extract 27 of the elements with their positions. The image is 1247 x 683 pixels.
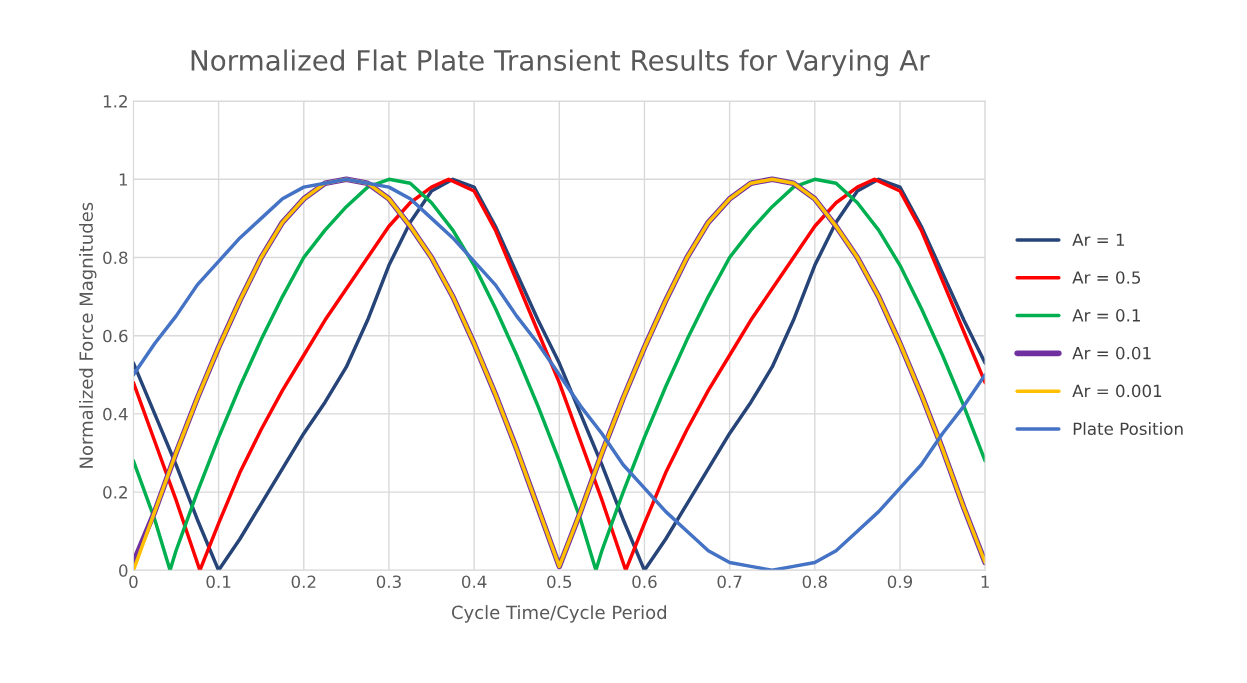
x-tick-label: 1 — [981, 575, 989, 588]
x-tick-label: 0.2 — [291, 575, 316, 589]
x-tick-label: 0.1 — [206, 575, 231, 589]
y-axis-title: Normalized Force Magnitudes — [79, 202, 97, 468]
x-tick-label: 0 — [129, 575, 138, 589]
x-tick-label: 0.5 — [547, 575, 572, 589]
y-tick-label: 1.2 — [103, 95, 127, 108]
y-tick-label: 0.4 — [103, 407, 128, 421]
x-axis-title: Cycle Time/Cycle Period — [451, 605, 666, 623]
x-tick-label: 0.3 — [376, 575, 401, 589]
legend-label: Ar = 0.5 — [1072, 271, 1141, 284]
y-tick-label: 1 — [119, 173, 128, 186]
legend-label: Plate Position — [1073, 422, 1183, 436]
x-tick-label: 0.4 — [461, 575, 487, 589]
legend-label: Ar = 1 — [1072, 233, 1125, 246]
y-tick-label: 0.6 — [103, 329, 128, 343]
y-tick-label: 0.2 — [103, 486, 127, 499]
legend-label: Ar = 0.001 — [1072, 384, 1162, 398]
y-tick-label: 0 — [119, 564, 128, 577]
y-tick-label: 0.8 — [103, 251, 128, 265]
x-tick-label: 0.7 — [717, 575, 742, 589]
chart-title: Normalized Flat Plate Transient Results for Varying Ar — [191, 49, 930, 77]
x-tick-label: 0.6 — [632, 575, 657, 589]
x-tick-label: 0.9 — [887, 575, 913, 589]
x-tick-label: 0.8 — [802, 575, 827, 589]
legend-label: Ar = 0.1 — [1072, 309, 1140, 322]
legend-label: Ar = 0.01 — [1072, 346, 1151, 360]
